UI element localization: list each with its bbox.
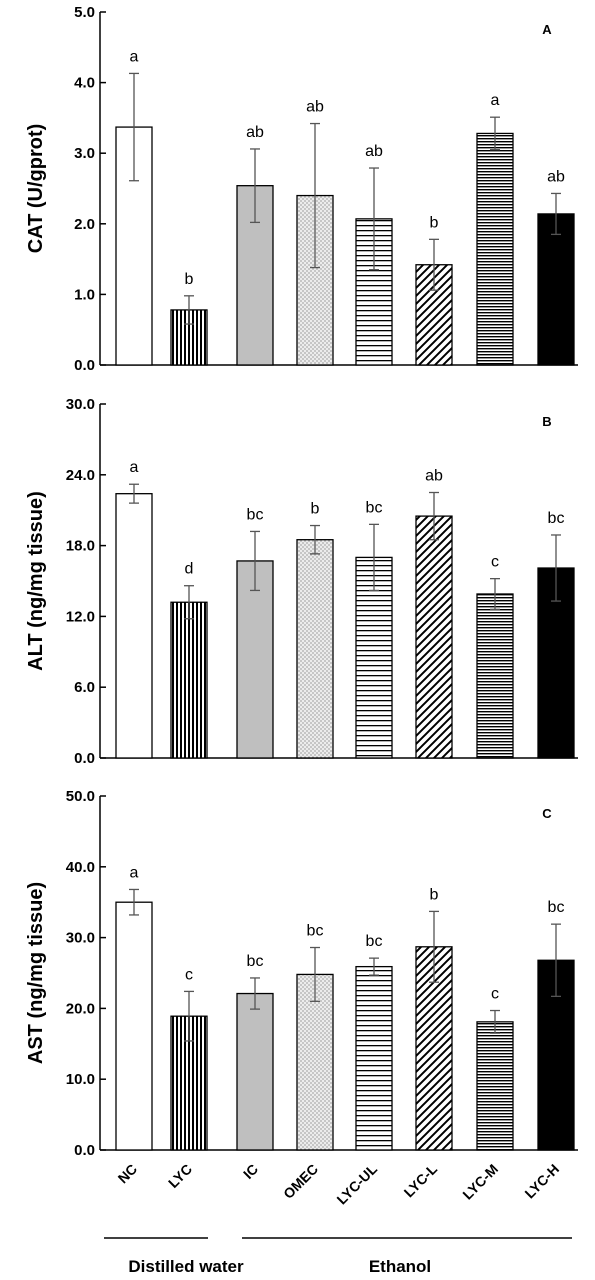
significance-letter: a [130, 864, 139, 881]
y-tick-label: 18.0 [66, 538, 95, 555]
group-label: Distilled water [128, 1257, 244, 1276]
bar-lyc-m [476, 1021, 514, 1151]
significance-letter: ab [306, 99, 324, 116]
category-label: LYC-L [401, 1160, 441, 1200]
significance-letter: a [491, 92, 500, 109]
category-label: LYC-UL [333, 1160, 380, 1207]
bar-lyc-ul [355, 218, 393, 366]
bar-lyc-m [476, 132, 514, 366]
significance-letter: bc [548, 899, 565, 916]
significance-letter: c [491, 986, 499, 1003]
y-tick-label: 3.0 [74, 145, 95, 162]
y-tick-label: 5.0 [74, 4, 95, 21]
significance-letter: ab [425, 468, 443, 485]
y-tick-label: 10.0 [66, 1071, 95, 1088]
y-tick-label: 20.0 [66, 1000, 95, 1017]
panel-label: A [542, 22, 552, 37]
significance-letter: a [130, 459, 139, 476]
bar-lyc-m [476, 593, 514, 759]
bar-nc [115, 493, 153, 759]
panel-c: 0.0 10.0 20.0 30.0 40.0 50.0 AST (ng/mg tissue… [25, 788, 578, 1159]
y-axis-title: CAT (U/gprot) [25, 124, 47, 254]
significance-letter: ab [246, 124, 264, 141]
y-tick-label: 30.0 [66, 930, 95, 947]
y-tick-label: 0.0 [74, 357, 95, 374]
significance-letter: b [430, 214, 439, 231]
group-label: Ethanol [369, 1257, 431, 1276]
significance-letter: a [130, 48, 139, 65]
significance-letter: bc [366, 499, 383, 516]
panel-label: C [542, 806, 552, 821]
significance-letter: bc [247, 506, 264, 523]
y-axis-title: AST (ng/mg tissue) [25, 882, 47, 1064]
significance-letter: ab [365, 143, 383, 160]
significance-letter: c [185, 966, 193, 983]
y-tick-label: 2.0 [74, 216, 95, 233]
y-tick-label: 0.0 [74, 750, 95, 767]
category-label: OMEC [280, 1161, 321, 1202]
bar-lyc-ul [355, 965, 393, 1151]
significance-letter: d [185, 561, 194, 578]
y-tick-label: 1.0 [74, 286, 95, 303]
bar-lyc-h [537, 213, 575, 366]
y-axis-title: ALT (ng/mg tissue) [25, 491, 47, 671]
significance-letter: bc [548, 510, 565, 527]
bar-lyc [170, 601, 208, 759]
significance-letter: bc [307, 923, 324, 940]
significance-letter: b [430, 886, 439, 903]
bar-omec [296, 973, 334, 1151]
category-label: LYC-H [521, 1161, 562, 1202]
bar-nc [115, 901, 153, 1151]
y-tick-label: 0.0 [74, 1142, 95, 1159]
significance-letter: b [311, 501, 320, 518]
y-tick-label: 4.0 [74, 75, 95, 92]
significance-letter: bc [247, 953, 264, 970]
y-tick-label: 40.0 [66, 859, 95, 876]
category-label: LYC [165, 1161, 195, 1191]
y-tick-label: 12.0 [66, 608, 95, 625]
significance-letter: c [491, 554, 499, 571]
significance-letter: bc [366, 933, 383, 950]
bar-ic [236, 992, 274, 1151]
category-axis: NC LYC IC OMEC LYC-UL LYC-L LYC-M LYC-H Distille… [104, 1160, 572, 1276]
significance-letter: ab [547, 168, 565, 185]
y-tick-label: 6.0 [74, 679, 95, 696]
bar-ic [236, 560, 274, 759]
bar-omec [296, 539, 334, 759]
bar-lyc-l [415, 515, 453, 759]
significance-letter: b [185, 271, 194, 288]
y-tick-label: 50.0 [66, 788, 95, 805]
panel-label: B [542, 414, 551, 429]
category-label: IC [240, 1161, 261, 1182]
y-tick-label: 30.0 [66, 396, 95, 413]
category-label: NC [114, 1161, 140, 1187]
y-tick-label: 24.0 [66, 467, 95, 484]
category-label: LYC-M [459, 1161, 501, 1203]
panel-b: 0.0 6.0 12.0 18.0 24.0 30.0 ALT (ng/mg tissue)… [25, 396, 578, 767]
